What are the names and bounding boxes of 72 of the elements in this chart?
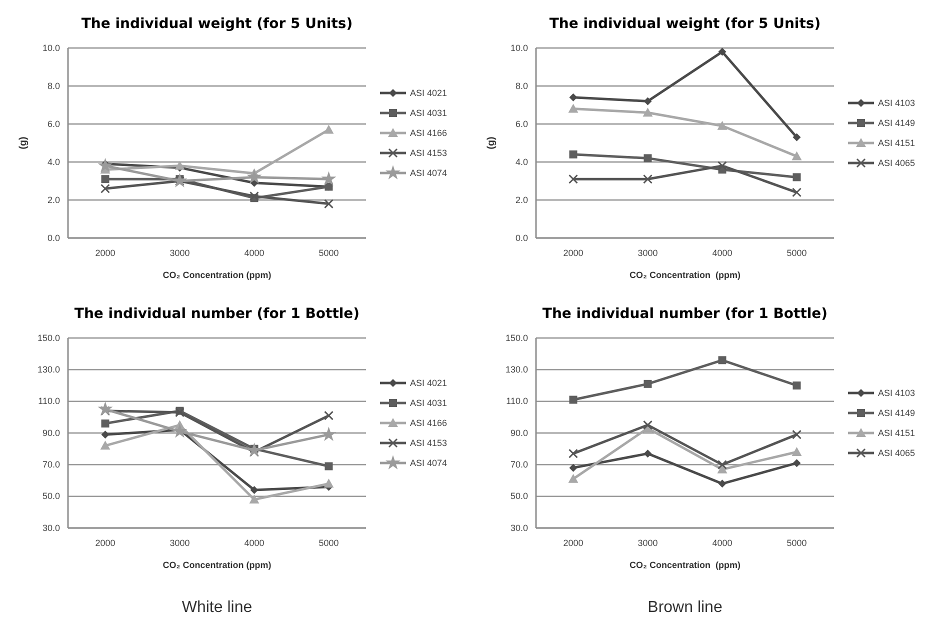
y-tick-label: 10.0 bbox=[42, 42, 60, 53]
x-axis-title: CO₂ Concentration (ppm) bbox=[162, 270, 272, 280]
legend-label: ASI 4151 bbox=[878, 428, 916, 438]
y-tick-label: 30.0 bbox=[510, 522, 528, 533]
y-tick-label: 130.0 bbox=[505, 364, 528, 375]
legend-label: ASI 4149 bbox=[878, 408, 916, 418]
legend-label: ASI 4031 bbox=[410, 108, 448, 118]
y-tick-label: 90.0 bbox=[510, 428, 528, 438]
y-tick-label: 130.0 bbox=[37, 364, 60, 375]
x-tick-label: 2000 bbox=[563, 538, 584, 548]
y-tick-label: 110.0 bbox=[506, 396, 528, 406]
legend-label: ASI 4166 bbox=[410, 128, 448, 138]
x-tick-label: 4000 bbox=[712, 538, 732, 548]
x-axis-title: CO₂ Concentration (ppm) bbox=[630, 270, 740, 280]
x-tick-label: 5000 bbox=[786, 248, 807, 258]
x-axis-title: CO₂ Concentration (ppm) bbox=[630, 560, 740, 570]
y-tick-label: 0.0 bbox=[47, 232, 60, 243]
x-tick-label: 3000 bbox=[170, 538, 190, 548]
x-tick-label: 2000 bbox=[95, 538, 116, 548]
y-tick-label: 8.0 bbox=[47, 80, 60, 91]
y-tick-label: 70.0 bbox=[42, 460, 60, 470]
y-tick-label: 4.0 bbox=[515, 156, 528, 167]
x-tick-label: 3000 bbox=[638, 538, 658, 548]
y-tick-label: 6.0 bbox=[47, 118, 60, 129]
legend-label: ASI 4065 bbox=[878, 448, 916, 458]
legend-label: ASI 4074 bbox=[410, 458, 448, 468]
y-tick-label: 50.0 bbox=[510, 491, 528, 502]
y-tick-label: 70.0 bbox=[510, 460, 528, 470]
legend-label: ASI 4021 bbox=[410, 88, 448, 98]
legend-label: ASI 4166 bbox=[410, 418, 448, 428]
x-tick-label: 3000 bbox=[638, 248, 658, 258]
y-axis-title: (g) bbox=[486, 136, 497, 150]
x-tick-label: 4000 bbox=[244, 538, 264, 548]
text: Brown line bbox=[648, 599, 722, 616]
legend-label: ASI 4031 bbox=[410, 398, 448, 408]
x-tick-label: 4000 bbox=[244, 248, 264, 258]
y-axis-title: (g) bbox=[18, 136, 29, 150]
y-tick-label: 4.0 bbox=[47, 156, 60, 167]
y-tick-label: 10.0 bbox=[510, 42, 528, 53]
x-tick-label: 5000 bbox=[786, 538, 807, 548]
legend-label: ASI 4149 bbox=[878, 118, 916, 128]
x-tick-label: 3000 bbox=[170, 248, 190, 258]
legend-label: ASI 4065 bbox=[878, 158, 916, 168]
y-tick-label: 2.0 bbox=[515, 194, 528, 205]
legend-label: ASI 4153 bbox=[410, 148, 448, 158]
chart-title: The individual number (for 1 Bottle) bbox=[542, 306, 828, 322]
x-tick-label: 4000 bbox=[712, 248, 732, 258]
y-tick-label: 8.0 bbox=[515, 80, 528, 91]
y-tick-label: 6.0 bbox=[515, 118, 528, 129]
legend-label: ASI 4103 bbox=[878, 388, 916, 398]
y-tick-label: 110.0 bbox=[38, 396, 60, 406]
x-tick-label: 2000 bbox=[563, 248, 584, 258]
chart-title: The individual number (for 1 Bottle) bbox=[74, 306, 360, 322]
x-tick-label: 2000 bbox=[95, 248, 116, 258]
legend-label: ASI 4021 bbox=[410, 378, 448, 388]
y-tick-label: 150.0 bbox=[505, 332, 528, 343]
legend-label: ASI 4074 bbox=[410, 168, 448, 178]
y-tick-label: 90.0 bbox=[42, 428, 60, 438]
text: White line bbox=[182, 599, 252, 616]
legend-label: ASI 4151 bbox=[878, 138, 916, 148]
x-tick-label: 5000 bbox=[318, 538, 339, 548]
y-tick-label: 2.0 bbox=[47, 194, 60, 205]
legend-label: ASI 4103 bbox=[878, 98, 916, 108]
y-tick-label: 30.0 bbox=[42, 522, 60, 533]
y-tick-label: 150.0 bbox=[37, 332, 60, 343]
chart-title: The individual weight (for 5 Units) bbox=[549, 16, 821, 32]
y-tick-label: 0.0 bbox=[515, 232, 528, 243]
x-tick-label: 5000 bbox=[318, 248, 339, 258]
chart-title: The individual weight (for 5 Units) bbox=[81, 16, 353, 32]
x-axis-title: CO₂ Concentration (ppm) bbox=[162, 560, 272, 570]
legend-label: ASI 4153 bbox=[410, 438, 448, 448]
y-tick-label: 50.0 bbox=[42, 491, 60, 502]
